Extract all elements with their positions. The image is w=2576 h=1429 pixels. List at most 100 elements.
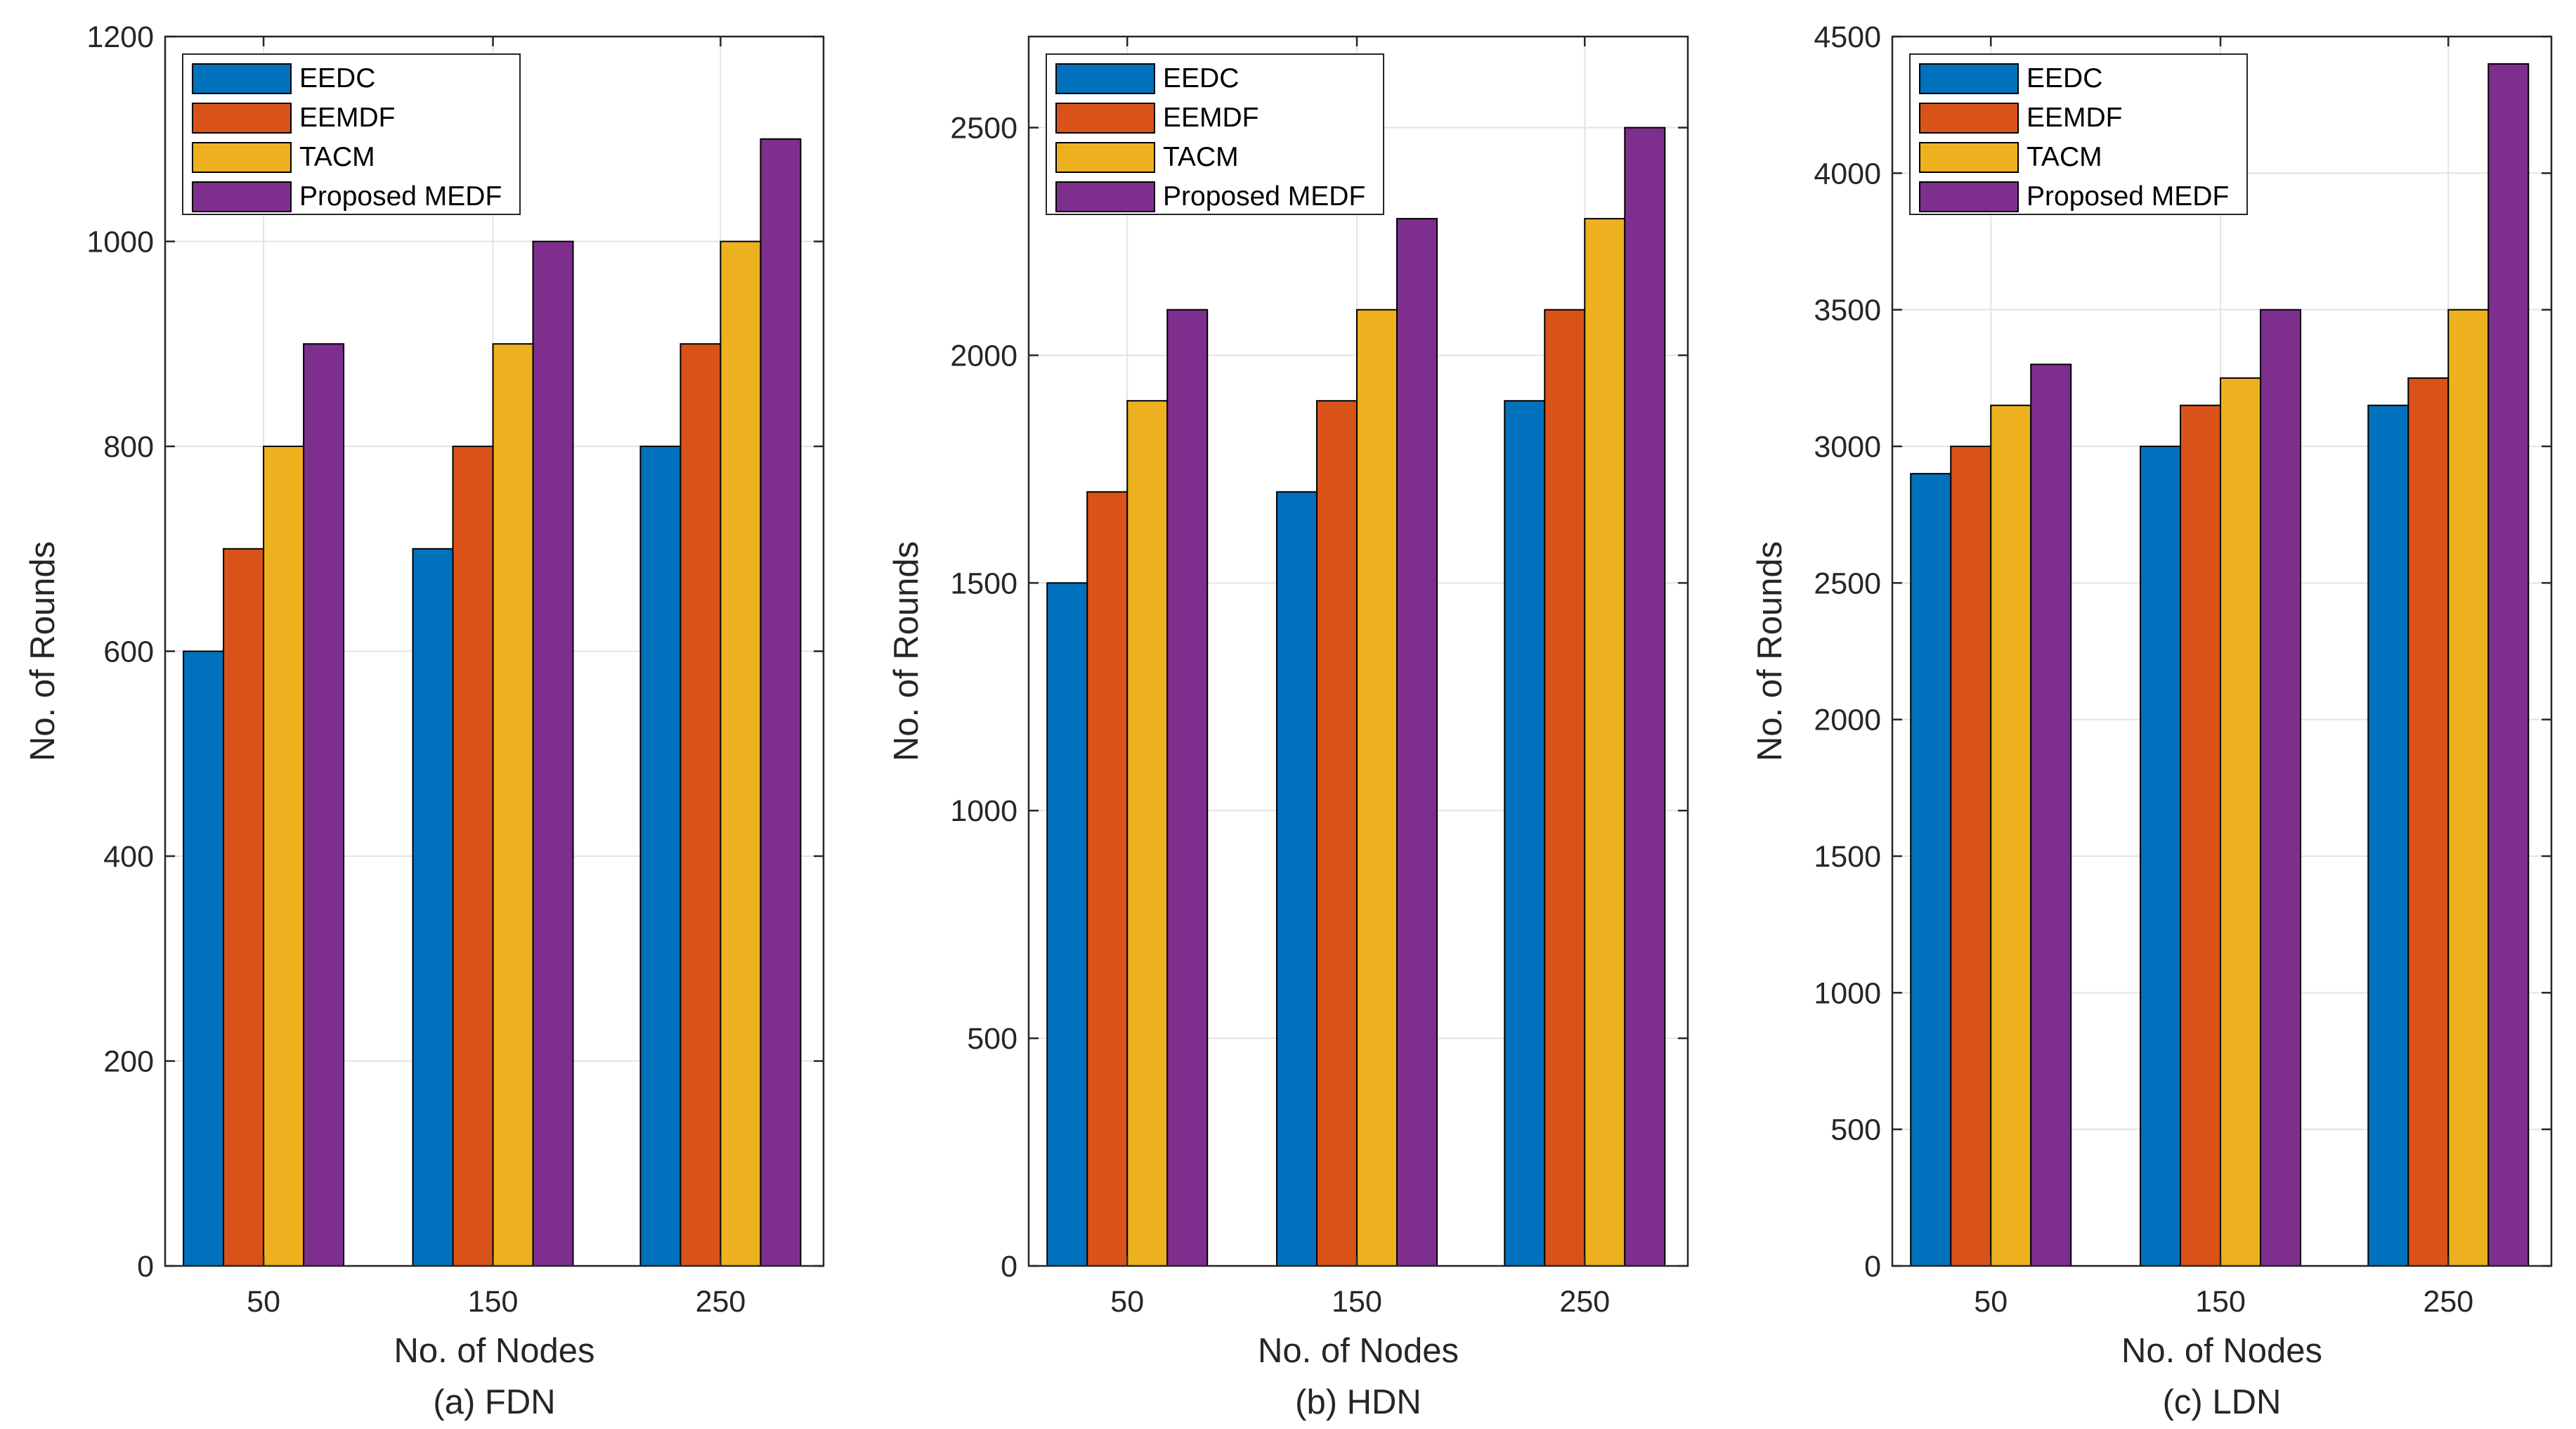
bar-tacm-50 [263,446,305,1267]
y-tick-label: 0 [1001,1250,1017,1283]
x-tick-label: 50 [1110,1285,1144,1319]
legend-swatch-proposed-medf [1055,181,1155,212]
y-tick-label: 3500 [1814,294,1881,328]
y-axis-label: No. of Rounds [1751,541,1789,761]
panel-caption: (b) HDN [1295,1383,1422,1421]
y-tick-label: 400 [103,840,154,874]
bar-proposed-medf-250 [760,138,802,1267]
legend-label-tacm: TACM [1163,142,1239,172]
bar-eedc-250 [639,446,682,1267]
y-tick-label: 1000 [950,794,1017,828]
x-tick-label: 50 [1974,1285,2008,1319]
bar-eedc-50 [183,650,225,1267]
panel-fdn: 0 200 400 600 800 1000 1200 50 150 250 No. of Node… [24,20,825,1421]
legend-swatch-tacm [1055,142,1155,173]
bar-eedc-150 [412,548,454,1267]
bar-proposed-medf-150 [532,240,574,1267]
y-tick-label: 800 [103,430,154,464]
bar-eedc-150 [2140,446,2182,1267]
y-tick-label: 1200 [86,20,154,54]
bar-proposed-medf-150 [2260,309,2302,1267]
bar-tacm-150 [1356,309,1398,1267]
y-axis-label: No. of Rounds [24,541,62,761]
bar-tacm-50 [1990,404,2032,1267]
bar-eemdf-150 [1316,400,1358,1267]
legend-label-tacm: TACM [2027,142,2102,172]
bar-tacm-150 [492,343,534,1267]
legend-label-eedc: EEDC [2027,63,2102,93]
y-axis-label: No. of Rounds [887,541,925,761]
bar-tacm-250 [720,240,762,1267]
bar-proposed-medf-50 [1166,309,1209,1267]
bar-eemdf-50 [1950,446,1992,1267]
legend-swatch-proposed-medf [1919,181,2019,212]
y-tick-label: 600 [103,635,154,669]
y-tick-label: 4000 [1814,157,1881,190]
legend-label-tacm: TACM [299,142,375,172]
bar-eemdf-250 [2407,377,2450,1267]
bar-eedc-250 [1504,400,1546,1267]
bar-eedc-150 [1276,491,1318,1267]
bar-eedc-50 [1046,582,1088,1267]
x-axis-label: No. of Nodes [2121,1332,2322,1370]
panel-caption: (c) LDN [2163,1383,2282,1421]
y-tick-label: 500 [967,1022,1017,1056]
y-tick-label: 0 [137,1250,154,1283]
x-tick-label: 250 [1559,1285,1610,1319]
legend-swatch-eedc [192,63,292,94]
y-tick-label: 2000 [1814,704,1881,737]
legend: EEDC EEMDF TACM Proposed MEDF [182,53,521,215]
y-tick-label: 200 [103,1045,154,1079]
y-tick-label: 4500 [1814,20,1881,54]
legend-swatch-tacm [192,142,292,173]
legend-label-proposed-medf: Proposed MEDF [299,181,502,212]
legend-label-eemdf: EEMDF [1163,103,1259,133]
legend-label-eedc: EEDC [1163,63,1239,93]
panel-hdn: 0 500 1000 1500 2000 2500 50 150 250 No. of Nodes… [887,35,1689,1421]
bar-proposed-medf-50 [303,343,345,1267]
x-tick-label: 250 [696,1285,746,1319]
panel-caption: (a) FDN [433,1383,555,1421]
bar-eedc-50 [1910,472,1952,1267]
y-tick-label: 1000 [1814,976,1881,1010]
bar-tacm-250 [2447,309,2490,1267]
legend-label-eemdf: EEMDF [299,103,396,133]
y-tick-label: 1500 [1814,840,1881,874]
legend-swatch-eemdf [192,103,292,134]
axes-box [1891,35,2553,1267]
bar-eemdf-150 [2180,404,2222,1267]
y-tick-label: 500 [1830,1113,1881,1147]
legend-swatch-tacm [1919,142,2019,173]
legend-swatch-eedc [1055,63,1155,94]
legend-label-eemdf: EEMDF [2027,103,2123,133]
axes-box [1027,35,1689,1267]
y-tick-label: 2000 [950,339,1017,373]
legend-swatch-eedc [1919,63,2019,94]
x-tick-label: 150 [468,1285,519,1319]
legend-label-proposed-medf: Proposed MEDF [2027,181,2229,212]
legend-swatch-eemdf [1919,103,2019,134]
y-tick-label: 3000 [1814,430,1881,464]
y-tick-label: 1500 [950,567,1017,600]
bar-eemdf-250 [679,343,722,1267]
x-tick-label: 250 [2423,1285,2473,1319]
bar-proposed-medf-250 [1624,127,1666,1267]
legend: EEDC EEMDF TACM Proposed MEDF [1909,53,2248,215]
y-tick-label: 0 [1864,1250,1881,1283]
bar-eemdf-150 [452,446,494,1267]
bar-eedc-250 [2367,404,2409,1267]
bar-proposed-medf-150 [1396,218,1438,1267]
legend-label-proposed-medf: Proposed MEDF [1163,181,1365,212]
x-tick-label: 50 [247,1285,280,1319]
bar-proposed-medf-250 [2487,63,2530,1267]
legend: EEDC EEMDF TACM Proposed MEDF [1046,53,1384,215]
legend-swatch-eemdf [1055,103,1155,134]
x-axis-label: No. of Nodes [1258,1332,1459,1370]
x-tick-label: 150 [2195,1285,2246,1319]
x-tick-label: 150 [1332,1285,1382,1319]
panel-ldn: 0 500 1000 1500 2000 2500 3000 3500 4000 4500 50 15… [1751,20,2553,1421]
legend-label-eedc: EEDC [299,63,375,93]
bar-eemdf-50 [1086,491,1128,1267]
bar-tacm-50 [1126,400,1169,1267]
